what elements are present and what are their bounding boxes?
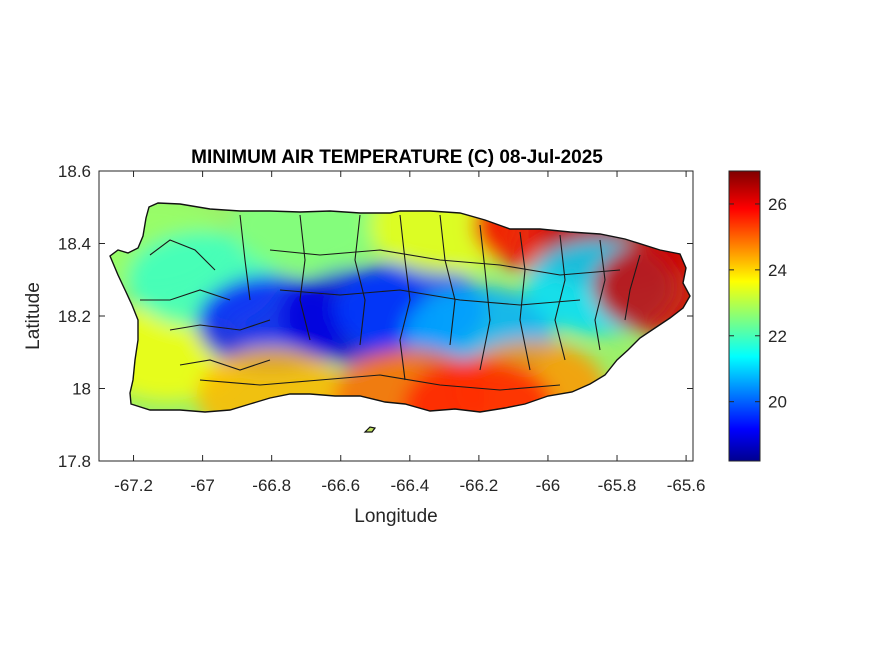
municipal-boundary [149, 239, 216, 271]
municipal-boundary [519, 231, 531, 371]
x-tick-label: -66.2 [460, 476, 499, 495]
chart-title: MINIMUM AIR TEMPERATURE (C) 08-Jul-2025 [191, 147, 603, 168]
x-axis-label: Longitude [354, 506, 437, 527]
x-tick-label: -65.6 [667, 476, 706, 495]
colorbar-ticks: 26 24 22 20 [729, 195, 787, 412]
caja-de-muertos-island [363, 426, 377, 433]
x-tick-label: -66.8 [252, 476, 291, 495]
municipal-boundary [140, 289, 231, 301]
y-tick-label: 18 [72, 380, 91, 399]
colorbar-tick-label: 26 [768, 195, 787, 214]
temperature-map [109, 202, 691, 433]
municipal-boundary [239, 214, 251, 301]
y-axis: 18.6 18.4 18.2 18 17.8 [58, 162, 693, 471]
municipal-boundary [399, 214, 411, 381]
municipal-boundary [624, 254, 641, 321]
municipal-boundary [279, 289, 581, 306]
municipal-boundary [179, 359, 271, 371]
municipal-boundaries [140, 214, 641, 391]
municipal-boundary [299, 214, 311, 341]
temperature-cell [593, 239, 690, 335]
x-tick-label: -67 [190, 476, 215, 495]
x-tick-label: -66.4 [390, 476, 429, 495]
municipal-boundary [594, 239, 606, 351]
temperature-cell [403, 358, 554, 412]
x-tick-label: -66.6 [321, 476, 360, 495]
y-tick-label: 18.4 [58, 235, 91, 254]
municipal-boundary [269, 249, 621, 276]
colorbar-tick-label: 22 [768, 327, 787, 346]
y-tick-label: 18.2 [58, 307, 91, 326]
x-tick-label: -66 [536, 476, 561, 495]
municipal-boundary [554, 234, 566, 361]
y-tick-label: 17.8 [58, 452, 91, 471]
colorbar-tick-label: 24 [768, 261, 787, 280]
municipal-boundary [199, 374, 561, 391]
temperature-cell [196, 347, 347, 412]
y-axis-label: Latitude [23, 282, 44, 350]
temperature-cell [231, 203, 382, 274]
municipal-boundary [439, 214, 456, 346]
colorbar-tick-label: 20 [768, 393, 787, 412]
y-tick-label: 18.6 [58, 162, 91, 181]
municipal-boundary [169, 319, 271, 331]
x-axis: -67.2 -67 -66.8 -66.6 -66.4 -66.2 -66 -65.8 -65.… [114, 171, 705, 495]
island-outline [109, 202, 691, 413]
x-tick-label: -65.8 [598, 476, 637, 495]
colorbar: 26 24 22 20 [728, 170, 787, 462]
municipal-boundary [479, 224, 491, 371]
colorbar-gradient [728, 170, 761, 462]
x-tick-label: -67.2 [114, 476, 153, 495]
municipal-boundary [354, 214, 366, 346]
temperature-cell [369, 203, 520, 274]
